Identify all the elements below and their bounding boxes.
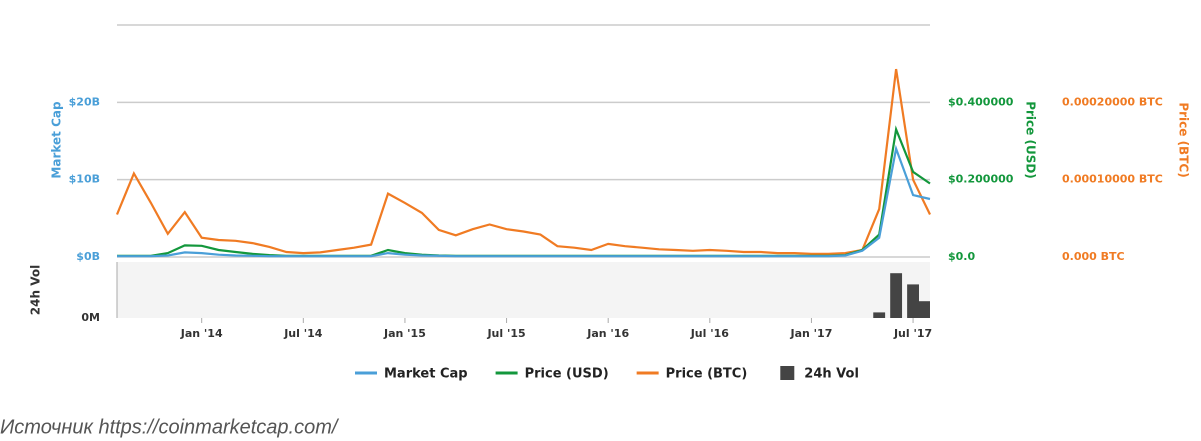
series-line: [115, 68, 931, 255]
y-tick-label: $20B: [69, 95, 100, 108]
volume-bar: [918, 301, 930, 318]
volume-tick-label: 0M: [81, 311, 100, 324]
y2-tick-label: $0.0: [948, 250, 975, 263]
y3-tick-label: 0.00020000 BTC: [1062, 95, 1163, 108]
legend-swatch: [780, 366, 795, 380]
y2-axis-title: Price (USD): [1024, 101, 1038, 179]
series-line: [117, 125, 931, 257]
volume-bar: [890, 273, 903, 318]
legend-label: 24h Vol: [804, 367, 859, 382]
x-tick-label: Jul '15: [486, 327, 525, 340]
legend-label: Market Cap: [384, 367, 468, 382]
x-tick-label: Jul '16: [690, 327, 730, 340]
legend-label: Price (USD): [525, 367, 609, 382]
x-tick-label: Jan '14: [180, 327, 223, 340]
y-axis-title: Market Cap: [50, 101, 64, 179]
y3-tick-label: 0.00010000 BTC: [1062, 173, 1163, 186]
x-tick-label: Jul '14: [283, 327, 323, 340]
x-tick-label: Jan '17: [790, 327, 833, 340]
y2-tick-label: $0.200000: [948, 173, 1014, 186]
x-tick-label: Jan '16: [586, 327, 629, 340]
y2-tick-label: $0.400000: [948, 95, 1014, 108]
volume-axis-title: 24h Vol: [29, 265, 43, 315]
volume-bar: [907, 284, 919, 318]
x-tick-label: Jul '17: [893, 327, 932, 340]
legend-label: Price (BTC): [666, 367, 748, 382]
volume-bar: [873, 312, 886, 318]
y-tick-label: $0B: [76, 250, 100, 263]
volume-panel: [117, 262, 930, 318]
x-tick-label: Jan '15: [383, 327, 426, 340]
source-caption: Источник https://coinmarketcap.com/: [0, 416, 340, 438]
y3-axis-title: Price (BTC): [1177, 102, 1191, 177]
series-line: [117, 144, 931, 258]
y3-tick-label: 0.000 BTC: [1062, 250, 1125, 263]
y-tick-label: $10B: [69, 173, 100, 186]
